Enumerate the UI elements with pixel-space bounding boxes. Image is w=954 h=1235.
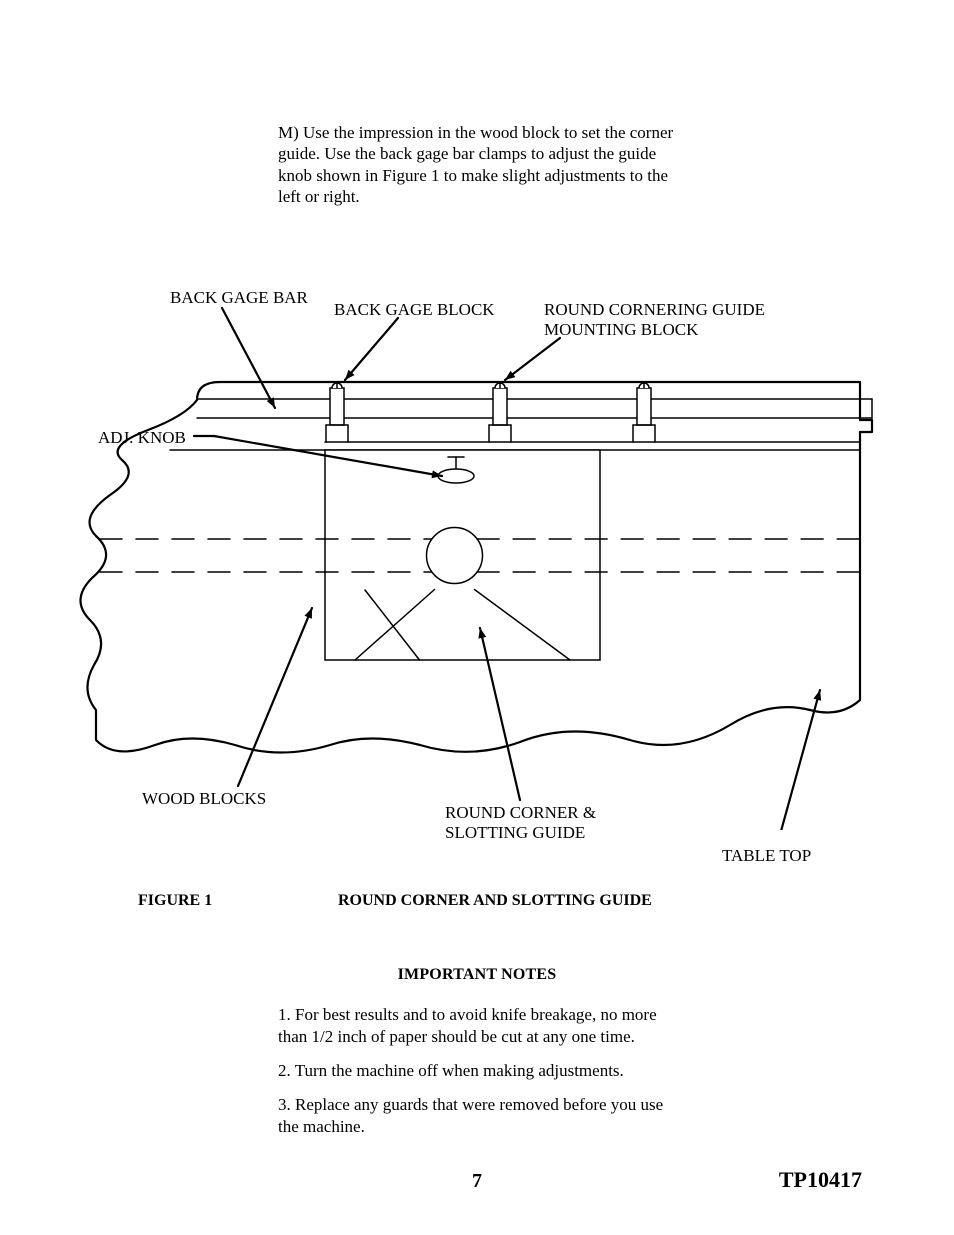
document-page: M) Use the impression in the wood block … xyxy=(0,0,954,1235)
note-2: 2. Turn the machine off when making adju… xyxy=(278,1060,678,1082)
important-notes-heading: IMPORTANT NOTES xyxy=(0,966,954,984)
note-1: 1. For best results and to avoid knife b… xyxy=(278,1004,678,1048)
label-mounting-block: MOUNTING BLOCK xyxy=(544,320,698,340)
figure-label: FIGURE 1 xyxy=(138,892,212,909)
figure-caption: FIGURE 1 ROUND CORNER AND SLOTTING GUIDE xyxy=(138,892,838,910)
note-3: 3. Replace any guards that were removed … xyxy=(278,1094,678,1138)
label-round-corner-l2: SLOTTING GUIDE xyxy=(445,823,585,843)
important-notes-body: 1. For best results and to avoid knife b… xyxy=(278,1004,678,1150)
label-round-cornering-guide: ROUND CORNERING GUIDE xyxy=(544,300,765,320)
label-back-gage-block: BACK GAGE BLOCK xyxy=(334,300,495,320)
paragraph-m: M) Use the impression in the wood block … xyxy=(278,122,678,207)
figure-1-diagram xyxy=(70,270,884,830)
label-adj-knob: ADJ. KNOB xyxy=(98,428,186,448)
document-id: TP10417 xyxy=(779,1167,862,1193)
label-round-corner-l1: ROUND CORNER & xyxy=(445,803,596,823)
label-table-top: TABLE TOP xyxy=(722,846,811,866)
figure-title: ROUND CORNER AND SLOTTING GUIDE xyxy=(338,892,652,910)
label-wood-blocks: WOOD BLOCKS xyxy=(142,789,266,809)
label-back-gage-bar: BACK GAGE BAR xyxy=(170,288,308,308)
